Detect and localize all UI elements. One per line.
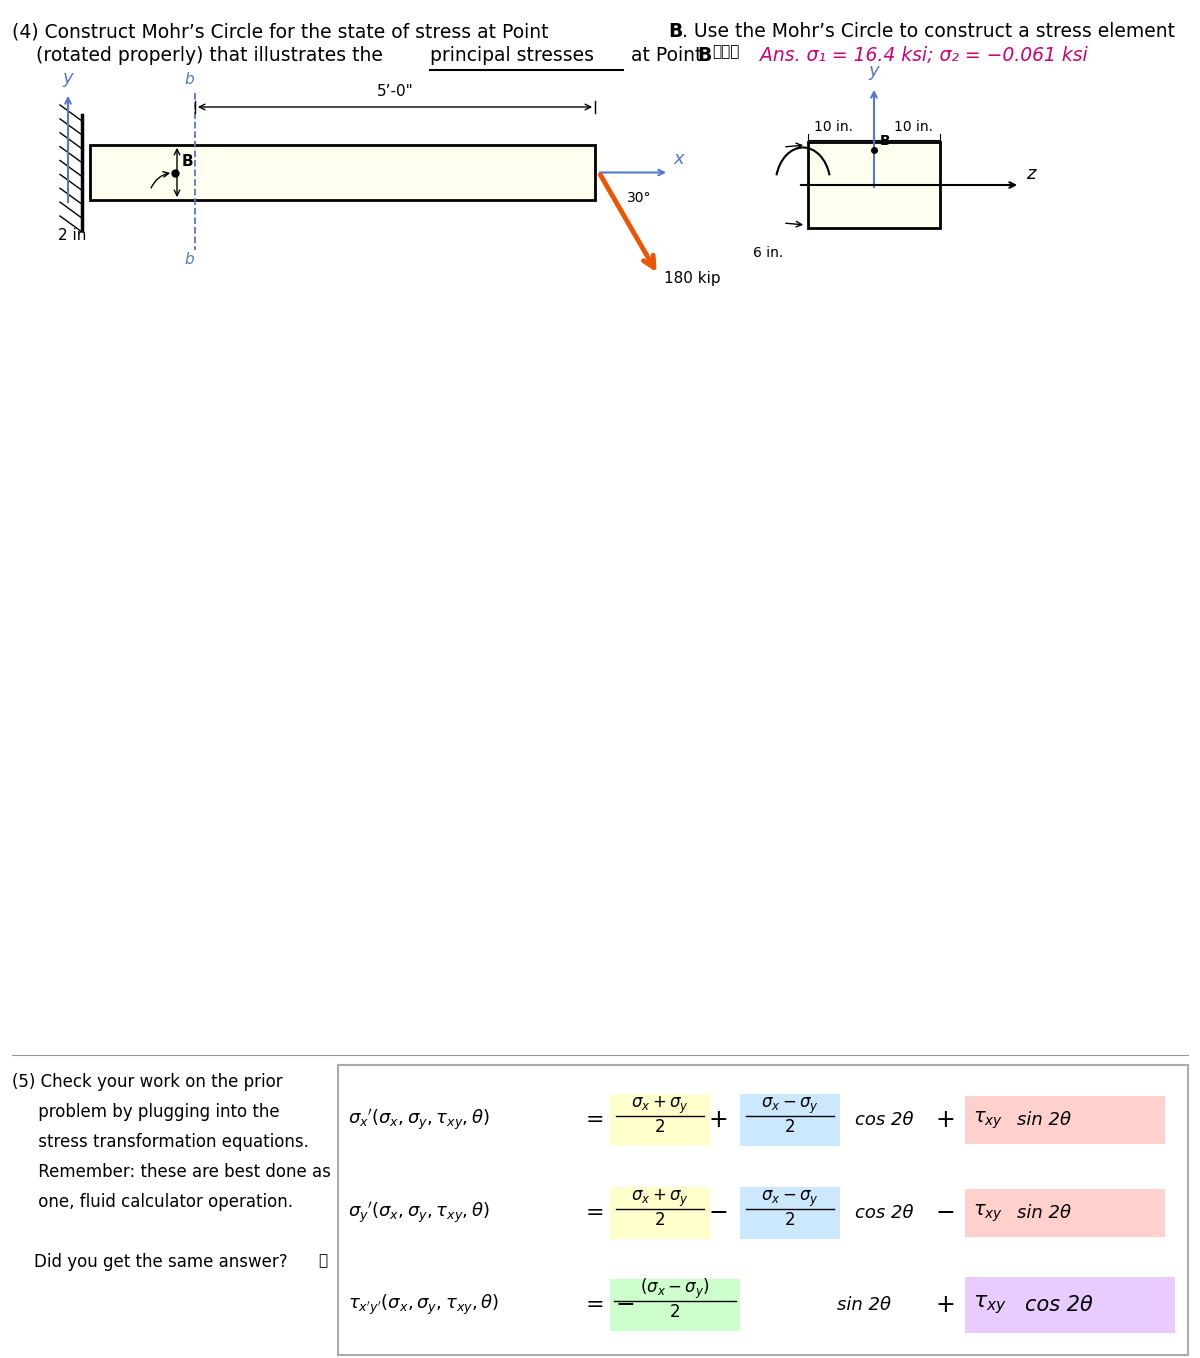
Text: Did you get the same answer?: Did you get the same answer? [34,1253,288,1271]
Text: $\sigma_x+\sigma_y$: $\sigma_x+\sigma_y$ [631,1188,689,1209]
Text: cos 2θ: cos 2θ [854,1205,913,1222]
Bar [740,1187,840,1238]
Text: (5) Check your work on the prior: (5) Check your work on the prior [12,1073,283,1090]
Text: +: + [708,1108,728,1133]
Text: =: = [586,1203,605,1224]
Text: 2: 2 [655,1211,665,1229]
Text: x: x [673,151,684,168]
Text: =: = [586,1109,605,1130]
Text: sin 2θ: sin 2θ [838,1296,890,1315]
Bar [90,145,595,200]
Text: 2 in: 2 in [58,228,86,243]
Text: 6 in.: 6 in. [754,246,784,259]
Bar [610,1095,710,1146]
Text: 5’-0": 5’-0" [377,84,413,99]
Text: 2: 2 [670,1302,680,1321]
Text: $\tau_{xy}$: $\tau_{xy}$ [973,1202,1003,1224]
Text: 2: 2 [785,1118,796,1137]
Text: −: − [708,1200,728,1225]
Text: $\mathit{\sigma_y}'(\sigma_x,\sigma_y,\tau_{xy},\theta)$: $\mathit{\sigma_y}'(\sigma_x,\sigma_y,\t… [348,1200,490,1226]
Text: z: z [1026,166,1036,183]
Text: cos 2θ: cos 2θ [1025,1296,1093,1315]
Text: =: = [586,1296,605,1315]
Bar [965,1096,1165,1143]
Text: cos 2θ: cos 2θ [854,1111,913,1128]
Text: y: y [62,69,73,87]
Text: $\sigma_x-\sigma_y$: $\sigma_x-\sigma_y$ [761,1188,818,1209]
Text: $\sigma_x+\sigma_y$: $\sigma_x+\sigma_y$ [631,1095,689,1116]
Text: problem by plugging into the: problem by plugging into the [12,1103,280,1120]
Text: 180 kip: 180 kip [664,270,721,285]
Text: B: B [668,22,683,41]
Text: b: b [184,253,194,268]
Text: B: B [880,134,890,148]
Text: 🌶🌶🌶: 🌶🌶🌶 [712,43,739,58]
Text: 🔥: 🔥 [318,1253,328,1268]
Text: $\tau_{xy}$: $\tau_{xy}$ [973,1294,1007,1316]
Text: stress transformation equations.: stress transformation equations. [12,1133,308,1152]
Text: 30°: 30° [628,190,652,205]
Text: B: B [697,46,712,65]
Text: Remember: these are best done as: Remember: these are best done as [12,1162,331,1181]
Bar [965,1190,1165,1237]
Text: $\mathit{\sigma_x}'(\sigma_x,\sigma_y,\tau_{xy},\theta)$: $\mathit{\sigma_x}'(\sigma_x,\sigma_y,\t… [348,1107,490,1133]
Text: 10 in.: 10 in. [894,120,934,134]
Bar [808,143,940,228]
Text: 10 in.: 10 in. [815,120,853,134]
Bar [610,1279,740,1331]
Text: B: B [182,155,193,170]
Bar [338,1065,1188,1355]
Text: b: b [184,72,194,87]
Text: (rotated properly) that illustrates the: (rotated properly) that illustrates the [12,46,389,65]
Text: +: + [935,1293,955,1317]
Text: principal stresses: principal stresses [430,46,594,65]
Text: y: y [869,62,880,80]
Text: Ans. σ₁ = 16.4 ksi; σ₂ = −0.061 ksi: Ans. σ₁ = 16.4 ksi; σ₂ = −0.061 ksi [760,46,1087,65]
Text: $\tau_{xy}$: $\tau_{xy}$ [973,1109,1003,1131]
Text: . Use the Mohr’s Circle to construct a stress element: . Use the Mohr’s Circle to construct a s… [682,22,1175,41]
Text: one, fluid calculator operation.: one, fluid calculator operation. [12,1192,293,1211]
Text: at Point: at Point [625,46,708,65]
Text: $\sigma_x-\sigma_y$: $\sigma_x-\sigma_y$ [761,1096,818,1116]
Text: 2: 2 [655,1118,665,1137]
Text: −: − [935,1200,955,1225]
Bar [740,1095,840,1146]
Text: $\mathit{\tau}_{x'y'}(\sigma_x,\sigma_y,\tau_{xy},\theta)$: $\mathit{\tau}_{x'y'}(\sigma_x,\sigma_y,… [348,1293,499,1317]
Text: +: + [935,1108,955,1133]
Bar [610,1187,710,1238]
Text: sin 2θ: sin 2θ [1018,1205,1072,1222]
Text: sin 2θ: sin 2θ [1018,1111,1072,1128]
Text: (4) Construct Mohr’s Circle for the state of stress at Point: (4) Construct Mohr’s Circle for the stat… [12,22,554,41]
Text: −: − [616,1293,635,1317]
Text: 2: 2 [785,1211,796,1229]
Bar [965,1277,1175,1334]
Text: $(\sigma_x-\sigma_y)$: $(\sigma_x-\sigma_y)$ [640,1277,710,1301]
